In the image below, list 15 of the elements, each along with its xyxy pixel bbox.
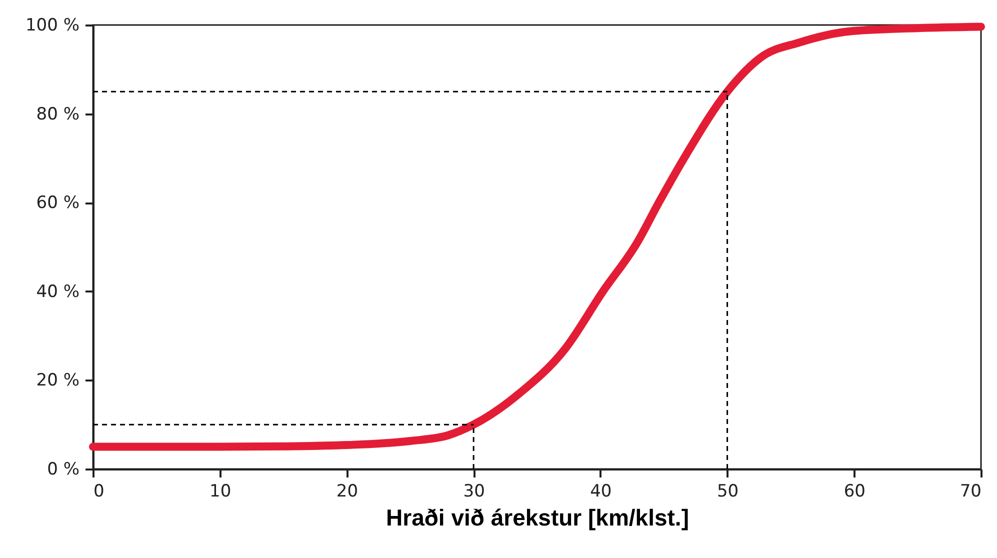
y-tick-label: 0 % bbox=[47, 460, 80, 480]
x-tick-label: 20 bbox=[336, 482, 358, 502]
x-tick-label: 70 bbox=[960, 482, 982, 502]
y-tick-label: 60 % bbox=[36, 193, 80, 214]
x-tick-label: 50 bbox=[716, 482, 739, 502]
x-tick-label: 40 bbox=[590, 482, 612, 502]
y-tick-label: 100 % bbox=[25, 16, 80, 36]
y-tick-label: 20 % bbox=[36, 370, 80, 391]
y-tick-label: 40 % bbox=[36, 282, 80, 302]
y-tick-label: 80 % bbox=[36, 104, 80, 124]
x-tick-label: 10 bbox=[210, 482, 232, 502]
x-tick-label: 60 bbox=[844, 482, 866, 502]
x-tick-label: 30 bbox=[463, 482, 485, 502]
x-axis-title: Hraði við árekstur [km/klst.] bbox=[386, 504, 689, 530]
x-tick-label: 0 bbox=[94, 482, 104, 502]
